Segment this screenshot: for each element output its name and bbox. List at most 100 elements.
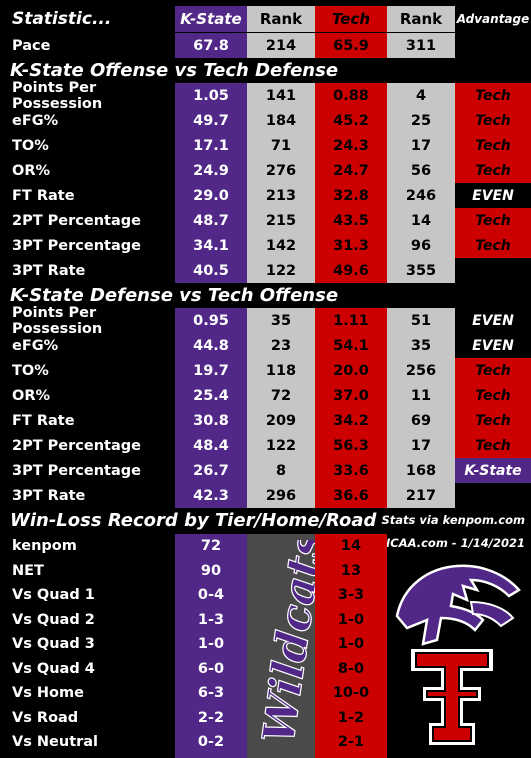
defense-stat-label: 3PT Rate xyxy=(12,487,86,504)
offense-advantage: Tech xyxy=(455,233,531,258)
offense-tech-rank: 25 xyxy=(387,108,455,133)
defense-tech-rank: 69 xyxy=(387,408,455,433)
winloss-row: Vs Quad 3 1-0 1-0 xyxy=(0,632,531,656)
winloss-label: NET xyxy=(12,562,44,579)
winloss-section-title: Win-Loss Record by Tier/Home/Road xyxy=(0,508,400,532)
defense-advantage: Tech xyxy=(455,408,531,433)
winloss-row: Vs Quad 4 6-0 8-0 xyxy=(0,657,531,681)
winloss-tech-value: 3-3 xyxy=(337,587,365,603)
winloss-label: kenpom xyxy=(12,538,77,554)
offense-tech-value: 49.6 xyxy=(315,258,387,283)
winloss-row: Vs Home 6-3 10-0 xyxy=(0,681,531,705)
offense-kstate-rank: 122 xyxy=(247,258,315,283)
winloss-row: Vs Quad 1 0-4 3-3 xyxy=(0,583,531,607)
defense-tech-rank: 51 xyxy=(387,308,455,333)
winloss-label: Vs Quad 3 xyxy=(12,636,95,652)
offense-stat-label: eFG% xyxy=(12,112,59,129)
defense-advantage: K-State xyxy=(455,458,531,483)
winloss-kstate-value: 90 xyxy=(200,562,222,579)
offense-stat-label: FT Rate xyxy=(12,187,75,204)
winloss-row: NET 90 13 xyxy=(0,559,531,583)
pace-row: Pace 67.8 214 65.9 311 xyxy=(0,33,531,58)
offense-kstate-value: 48.7 xyxy=(175,208,247,233)
offense-tech-value: 0.88 xyxy=(315,83,387,108)
offense-kstate-rank: 71 xyxy=(247,133,315,158)
pace-kstate-rank: 214 xyxy=(247,33,315,58)
offense-stat-label: Points Per Possession xyxy=(12,79,103,112)
offense-kstate-value: 29.0 xyxy=(175,183,247,208)
defense-kstate-rank: 23 xyxy=(247,333,315,358)
winloss-label: Vs Quad 2 xyxy=(12,611,95,628)
offense-kstate-rank: 213 xyxy=(247,183,315,208)
defense-kstate-value: 42.3 xyxy=(175,483,247,508)
offense-row: TO% 17.1 71 24.3 17 Tech xyxy=(0,133,531,158)
defense-stat-label: 3PT Percentage xyxy=(12,462,141,479)
offense-row: 3PT Percentage 34.1 142 31.3 96 Tech xyxy=(0,233,531,258)
winloss-tech-value: 1-2 xyxy=(337,709,365,726)
defense-kstate-rank: 8 xyxy=(247,458,315,483)
wildcats-panel xyxy=(247,534,315,758)
credit-line-2: & NCAA.com - 1/14/2021 xyxy=(366,536,525,550)
winloss-kstate-value: 0-4 xyxy=(197,587,225,603)
defense-section-title: K-State Defense vs Tech Offense xyxy=(0,283,531,307)
winloss-kstate-column xyxy=(175,534,247,758)
offense-row: 2PT Percentage 48.7 215 43.5 14 Tech xyxy=(0,208,531,233)
winloss-kstate-value: 6-3 xyxy=(197,685,225,701)
defense-kstate-value: 30.8 xyxy=(175,408,247,433)
pace-advantage xyxy=(455,33,531,58)
winloss-kstate-value: 1-0 xyxy=(197,636,225,652)
offense-kstate-value: 34.1 xyxy=(175,233,247,258)
defense-tech-value: 20.0 xyxy=(315,358,387,383)
offense-advantage: Tech xyxy=(455,158,531,183)
defense-kstate-rank: 118 xyxy=(247,358,315,383)
defense-tech-rank: 35 xyxy=(387,333,455,358)
offense-tech-value: 31.3 xyxy=(315,233,387,258)
offense-stat-label: OR% xyxy=(12,162,51,179)
credit-line-1: Stats via kenpom.com xyxy=(381,513,526,527)
defense-kstate-value: 44.8 xyxy=(175,333,247,358)
defense-tech-value: 33.6 xyxy=(315,458,387,483)
wildcats-script-logo: Wildcats xyxy=(253,540,315,747)
offense-kstate-rank: 141 xyxy=(247,83,315,108)
offense-tech-rank: 355 xyxy=(387,258,455,283)
winloss-kstate-value: 1-3 xyxy=(197,611,225,628)
offense-row: FT Rate 29.0 213 32.8 246 EVEN xyxy=(0,183,531,208)
offense-tech-rank: 96 xyxy=(387,233,455,258)
winloss-tech-value: 14 xyxy=(340,538,362,554)
offense-row: Points Per Possession 1.05 141 0.88 4 Tech xyxy=(0,79,531,112)
defense-kstate-value: 0.95 xyxy=(175,308,247,333)
offense-tech-rank: 14 xyxy=(387,208,455,233)
offense-kstate-rank: 184 xyxy=(247,108,315,133)
header-row: Statistic... K-State Rank Tech Rank Adva… xyxy=(0,6,531,32)
defense-tech-value: 37.0 xyxy=(315,383,387,408)
defense-kstate-value: 26.7 xyxy=(175,458,247,483)
winloss-kstate-value: 2-2 xyxy=(197,709,225,726)
offense-kstate-value: 40.5 xyxy=(175,258,247,283)
offense-kstate-value: 24.9 xyxy=(175,158,247,183)
defense-row: 2PT Percentage 48.4 122 56.3 17 Tech xyxy=(0,433,531,458)
defense-tech-rank: 217 xyxy=(387,483,455,508)
defense-advantage: Tech xyxy=(455,383,531,408)
offense-kstate-rank: 142 xyxy=(247,233,315,258)
defense-kstate-value: 25.4 xyxy=(175,383,247,408)
powercat-logo-icon xyxy=(395,564,521,646)
winloss-tech-value: 13 xyxy=(340,562,362,579)
offense-advantage xyxy=(455,258,531,283)
defense-kstate-rank: 209 xyxy=(247,408,315,433)
offense-tech-value: 43.5 xyxy=(315,208,387,233)
header-advantage: Advantage xyxy=(455,6,531,32)
defense-advantage: EVEN xyxy=(455,308,531,333)
winloss-kstate-value: 72 xyxy=(200,538,222,554)
defense-row: OR% 25.4 72 37.0 11 Tech xyxy=(0,383,531,408)
offense-kstate-rank: 215 xyxy=(247,208,315,233)
defense-tech-value: 34.2 xyxy=(315,408,387,433)
defense-kstate-value: 48.4 xyxy=(175,433,247,458)
header-kstate: K-State xyxy=(175,6,247,32)
offense-tech-rank: 246 xyxy=(387,183,455,208)
defense-stat-label: TO% xyxy=(12,362,49,379)
winloss-label: Vs Road xyxy=(12,709,79,726)
defense-row: Points Per Possession 0.95 35 1.11 51 EVEN xyxy=(0,305,531,337)
offense-advantage: Tech xyxy=(455,83,531,108)
offense-advantage: Tech xyxy=(455,108,531,133)
